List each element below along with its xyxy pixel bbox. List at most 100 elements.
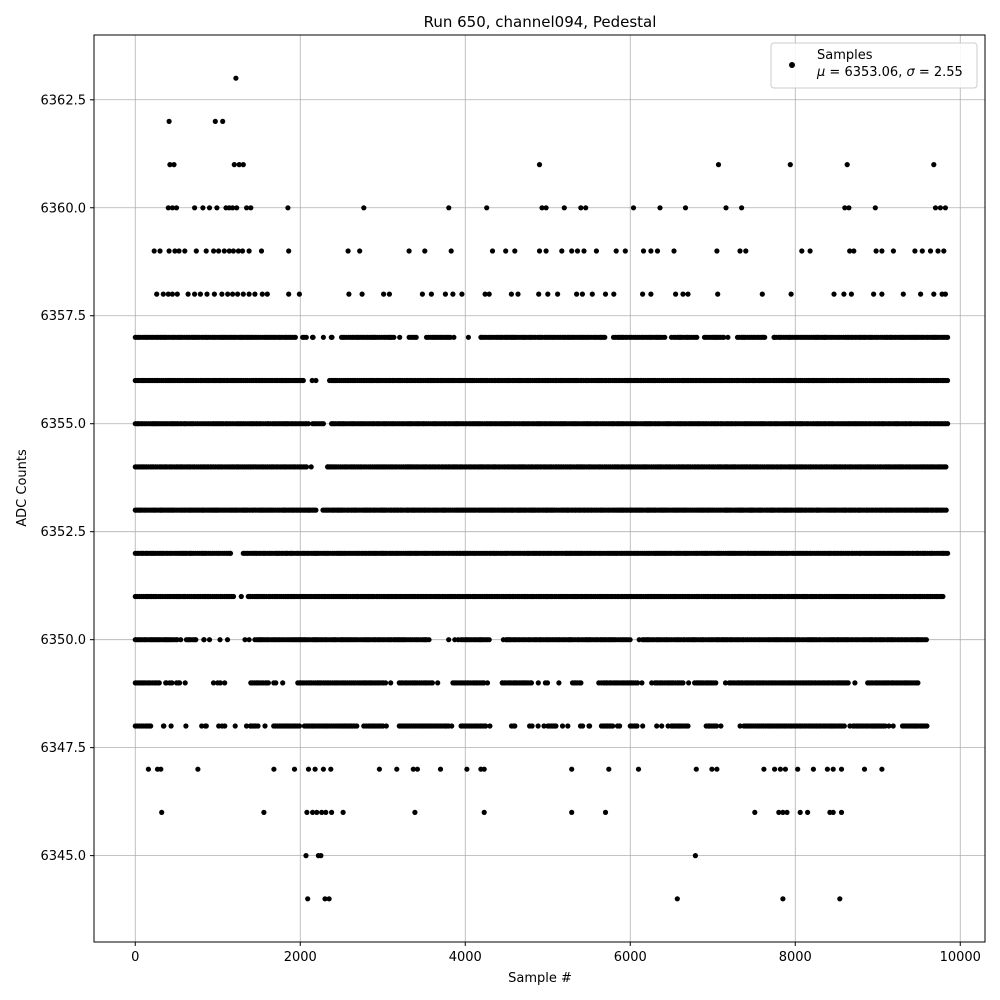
data-point <box>544 680 551 686</box>
data-point <box>944 377 951 384</box>
data-point <box>871 291 877 297</box>
data-point <box>305 421 311 427</box>
x-axis-label: Sample # <box>508 971 572 986</box>
data-point <box>797 809 803 816</box>
data-point <box>296 723 303 729</box>
data-point <box>340 809 346 816</box>
data-point <box>846 205 852 211</box>
y-tick-label: 6355.0 <box>41 417 87 432</box>
data-point <box>945 550 951 556</box>
data-point <box>837 896 843 902</box>
data-point <box>156 680 162 686</box>
data-point <box>244 205 250 211</box>
data-point <box>354 723 360 729</box>
data-point <box>236 162 242 168</box>
data-point <box>200 205 206 211</box>
data-point <box>211 248 217 254</box>
data-point <box>844 162 850 168</box>
data-point <box>890 248 897 254</box>
data-point <box>536 291 542 297</box>
data-point <box>203 723 209 729</box>
data-point <box>553 723 559 729</box>
data-point <box>935 248 941 254</box>
data-point <box>442 291 448 297</box>
data-point <box>169 205 175 211</box>
data-point <box>923 637 930 643</box>
data-point <box>761 766 767 772</box>
data-point <box>381 291 387 297</box>
data-point <box>924 723 930 729</box>
data-point <box>239 248 246 254</box>
data-point <box>529 723 535 729</box>
data-point <box>606 766 612 772</box>
data-point <box>499 680 505 686</box>
data-point <box>464 766 470 772</box>
data-point <box>451 334 457 340</box>
data-point <box>216 248 222 254</box>
data-point <box>305 766 312 772</box>
data-point <box>680 680 686 686</box>
data-point <box>329 334 335 340</box>
data-point <box>449 723 455 729</box>
data-point <box>613 248 619 254</box>
data-point <box>865 680 871 686</box>
data-point <box>234 205 240 211</box>
y-axis-ticks: 6345.0 6347.5 6350.0 6352.5 6355.0 6357.5 6360… <box>41 93 94 864</box>
data-point <box>714 723 720 729</box>
data-point <box>271 766 277 772</box>
data-point <box>694 334 700 340</box>
data-point <box>406 248 412 254</box>
data-point <box>446 637 452 643</box>
data-point <box>574 291 580 297</box>
data-point <box>303 334 309 340</box>
data-point <box>154 291 160 297</box>
data-point <box>163 680 169 686</box>
data-point <box>654 248 661 254</box>
y-tick-label: 6347.5 <box>41 741 87 756</box>
data-point <box>240 291 246 297</box>
y-tick-label: 6352.5 <box>41 525 87 540</box>
data-point <box>945 334 951 340</box>
data-point <box>166 248 172 254</box>
data-point <box>166 118 172 124</box>
legend-stats-mu: = 6353.06, <box>825 65 906 80</box>
data-point <box>437 766 444 772</box>
data-point <box>741 723 747 729</box>
data-point <box>388 680 394 686</box>
legend-box <box>770 42 978 89</box>
data-point <box>539 205 545 211</box>
data-point <box>937 205 944 211</box>
data-point <box>248 205 254 211</box>
data-point <box>589 291 595 297</box>
data-point <box>721 334 727 340</box>
data-point <box>383 723 389 729</box>
data-point <box>674 896 680 902</box>
data-point <box>261 809 267 816</box>
data-point <box>830 766 836 772</box>
data-point <box>630 205 637 211</box>
data-point <box>945 421 951 427</box>
data-point <box>780 809 786 816</box>
data-point <box>649 680 655 686</box>
data-point <box>512 723 518 729</box>
data-point <box>602 291 609 297</box>
data-point <box>481 766 487 772</box>
data-point <box>173 205 180 211</box>
data-point <box>376 766 382 772</box>
data-point <box>915 680 921 686</box>
data-point <box>715 162 722 168</box>
data-point <box>168 723 174 729</box>
data-point <box>805 809 811 816</box>
data-point <box>230 593 237 600</box>
data-point <box>165 291 171 297</box>
data-point <box>555 291 561 297</box>
y-axis-label: ADC Counts <box>15 449 30 527</box>
data-point <box>233 75 239 81</box>
data-point <box>158 766 164 772</box>
data-point <box>725 334 731 340</box>
legend-label: Samples <box>817 48 873 63</box>
data-point <box>227 550 234 556</box>
data-point <box>412 809 418 816</box>
data-point <box>845 680 851 686</box>
data-point <box>759 291 765 297</box>
